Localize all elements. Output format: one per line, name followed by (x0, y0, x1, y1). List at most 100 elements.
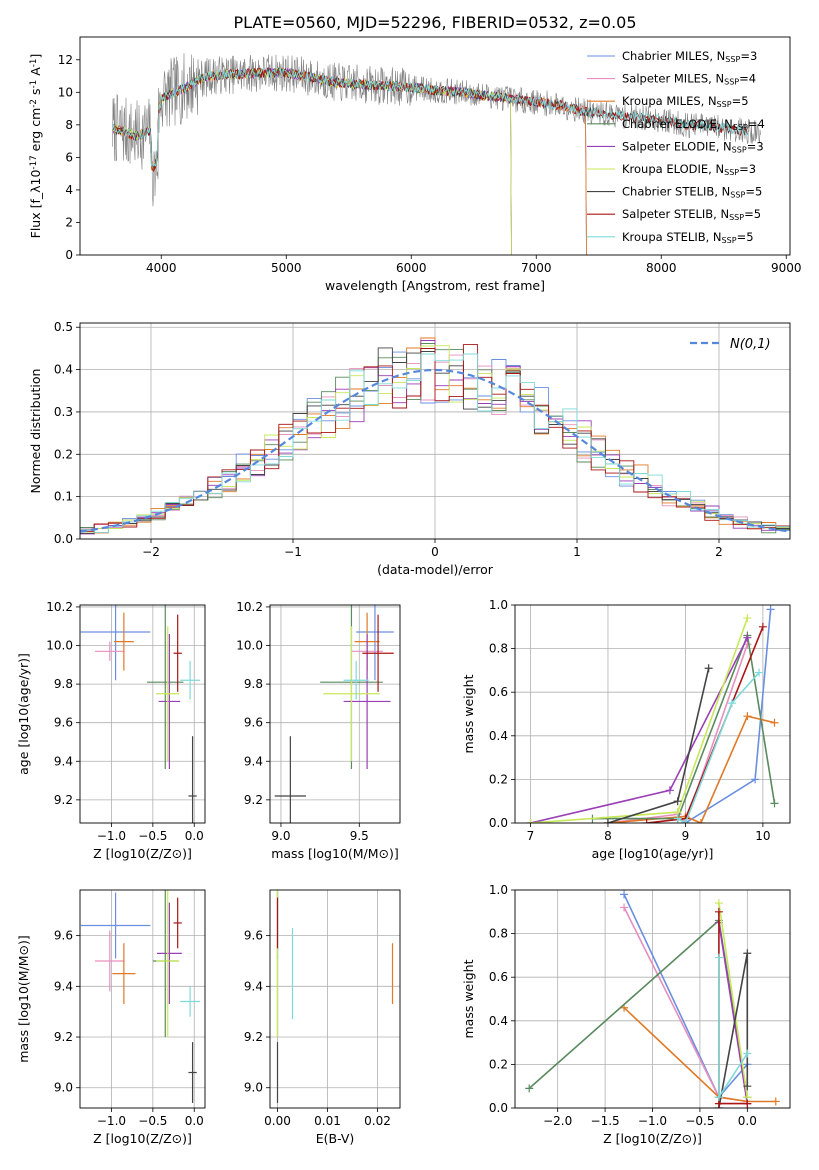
axes: 4000 5000 6000 7000 8000 9000 0 2 4 6 8 10 12 wavelen… (28, 36, 802, 293)
y-tick-label: 0.4 (489, 1014, 508, 1028)
x-tick-label: −1.0 (97, 1114, 126, 1128)
weight-marker (704, 664, 713, 673)
spectrum-panel: 4000 5000 6000 7000 8000 9000 0 2 4 6 8 10 12 wavelen… (28, 36, 802, 293)
grid (515, 889, 790, 1109)
weight-marker (525, 1084, 534, 1093)
x-tick-label: −1.0 (97, 829, 126, 843)
y-tick-label: 0.0 (489, 1101, 508, 1115)
errorbar-salpeter-miles (94, 641, 125, 661)
weight-line (530, 637, 749, 823)
x-tick-label: 0 (431, 545, 439, 559)
y-axis-label: mass [log10(M/M⊙)] (16, 935, 31, 1063)
legend: N(0,1) (690, 337, 771, 352)
x-axis-label: wavelength [Angstrom, rest frame] (325, 278, 545, 293)
weight-marker (620, 903, 629, 912)
age-vs-metallicity-panel: −1.0 −0.5 0.0 9.2 9.4 9.6 9.8 10.0 10.2 Z [log10(… (16, 600, 206, 861)
axes: 0.00 0.01 0.02 9.0 9.2 9.4 9.6 E(B-V) (244, 889, 401, 1146)
x-tick-label: −1.0 (638, 1114, 667, 1128)
axes-frame (269, 604, 401, 824)
histogram-kroupa-stelib (80, 353, 790, 537)
errorbar-chabrier-miles (80, 892, 151, 959)
weight-series-kroupa-stelib (673, 668, 764, 823)
y-tick-label: 10.0 (236, 639, 263, 653)
x-tick-label: 7000 (521, 261, 552, 275)
age-vs-mass-panel: 9.0 9.5 9.2 9.4 9.6 9.8 10.0 10.2 mass [log10(M/… (236, 600, 401, 861)
x-tick-label: 0.02 (364, 1114, 391, 1128)
weight-series-kroupa-elodie (526, 614, 752, 823)
weight-series-kroupa-stelib (714, 953, 752, 1102)
y-tick-label: 0 (65, 248, 73, 262)
weight-marker (642, 819, 651, 823)
weight-marker (526, 819, 535, 823)
legend-label: N(0,1) (730, 337, 771, 352)
x-tick-label: 5000 (271, 261, 302, 275)
y-tick-label: 0.5 (54, 320, 73, 334)
errorbar-salpeter-elodie (343, 633, 391, 769)
errorbar-chabrier-stelib (188, 1042, 197, 1103)
plot-area (274, 605, 394, 823)
weight-marker (696, 819, 705, 823)
weight-marker (743, 949, 752, 958)
y-tick-label: 0.6 (489, 970, 508, 984)
grid (270, 605, 400, 823)
normal-curve (80, 368, 790, 533)
weight-marker (758, 622, 767, 631)
mass-weight-vs-metallicity-panel: −2.0 −1.5 −1.0 −0.5 0.0 0.0 0.2 0.4 0.6 0.8 1.0 Z [… (461, 883, 791, 1146)
errorbar-kroupa-elodie (156, 626, 180, 762)
weight-marker (673, 814, 682, 823)
weight-line (607, 643, 749, 823)
figure-title: PLATE=0560, MJD=52296, FIBERID=0532, z=0… (233, 13, 636, 32)
weight-marker (751, 775, 760, 784)
x-tick-label: 8000 (646, 261, 677, 275)
legend-label: Chabrier STELIB, NSSP​=5 (622, 185, 762, 200)
weight-marker (771, 1097, 780, 1106)
x-tick-label: −0.5 (685, 1114, 714, 1128)
y-tick-label: 1.0 (489, 883, 508, 897)
plot-area (525, 890, 780, 1108)
x-axis-label: E(B-V) (316, 1131, 355, 1146)
weight-marker (673, 797, 682, 806)
y-tick-label: 0.4 (489, 729, 508, 743)
y-axis-label: age [log10(age/yr)] (16, 653, 31, 775)
y-tick-label: 4 (65, 183, 73, 197)
weight-marker (665, 786, 674, 795)
y-tick-label: 0.3 (54, 405, 73, 419)
y-tick-label: 0.2 (489, 1057, 508, 1071)
x-tick-label: 0.01 (314, 1114, 341, 1128)
x-axis-label: Z [log10(Z/Z⊙)] (603, 1131, 702, 1146)
y-axis-label: mass weight (461, 674, 476, 753)
x-tick-label: 1 (573, 545, 581, 559)
y-axis-label: mass weight (461, 959, 476, 1038)
y-tick-label: 9.2 (54, 793, 73, 807)
weight-marker (620, 890, 629, 899)
errorbar-kroupa-miles (113, 612, 134, 671)
y-tick-label: 12 (58, 53, 73, 67)
axes: −1.0 −0.5 0.0 9.2 9.4 9.6 9.8 10.0 10.2 Z [log10(… (16, 600, 206, 861)
y-tick-label: 9.6 (244, 716, 263, 730)
y-tick-label: 9.0 (244, 1081, 263, 1095)
errorbar-kroupa-stelib (343, 660, 369, 700)
x-tick-label: −1.5 (591, 1114, 620, 1128)
y-tick-label: 0.0 (489, 816, 508, 830)
errorbar-salpeter-elodie (158, 633, 181, 769)
y-tick-label: 9.4 (54, 754, 73, 768)
errorbar-chabrier-miles (356, 605, 394, 681)
y-tick-label: 2 (65, 215, 73, 229)
legend: Chabrier MILES, NSSP​=3 Salpeter MILES, N… (587, 49, 765, 245)
axes-frame (514, 604, 791, 824)
y-tick-label: 6 (65, 150, 73, 164)
weight-marker (743, 1099, 752, 1108)
weight-marker (681, 819, 690, 823)
x-tick-label: 0.0 (185, 829, 204, 843)
model-spectrum-kroupa-stelib (112, 67, 749, 168)
weight-line (718, 953, 749, 1108)
weight-series-chabrier-elodie (525, 916, 752, 1102)
plot-area (80, 890, 201, 1103)
errorbar-kroupa-stelib (180, 660, 201, 700)
x-tick-label: 7 (527, 829, 535, 843)
x-tick-label: −0.5 (138, 1114, 167, 1128)
weight-series-chabrier-stelib (603, 664, 713, 823)
axes: 9.0 9.5 9.2 9.4 9.6 9.8 10.0 10.2 mass [log10(M/… (236, 600, 401, 861)
axes: −2 −1 0 1 2 0.0 0.1 0.2 0.3 0.4 0.5 (data-model)/er… (28, 320, 791, 577)
legend-label: Kroupa ELODIE, NSSP​=3 (622, 162, 756, 177)
